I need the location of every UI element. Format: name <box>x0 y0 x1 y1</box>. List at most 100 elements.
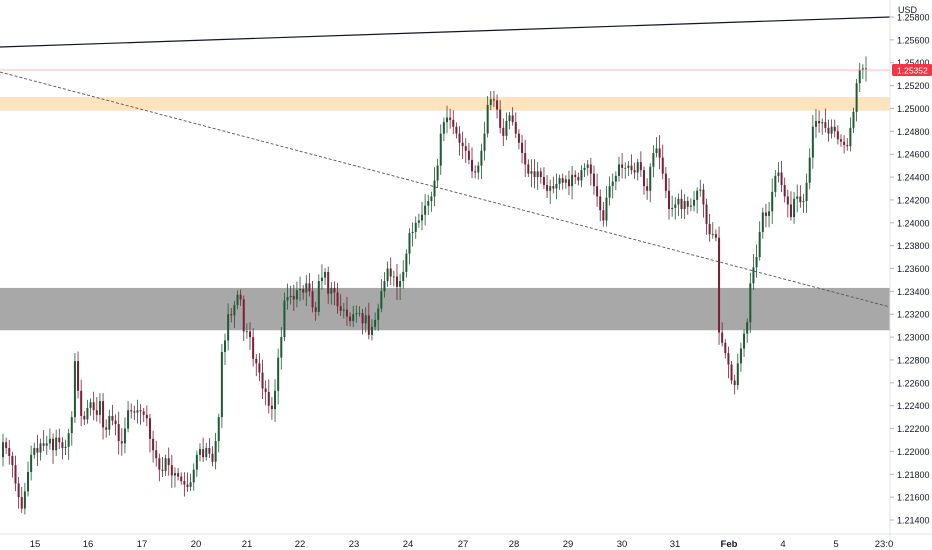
candle-body <box>377 308 380 320</box>
candle <box>320 264 323 290</box>
candle-body <box>242 299 245 332</box>
candle-body <box>821 122 824 124</box>
candle <box>420 201 423 231</box>
candle <box>155 440 158 467</box>
candle <box>505 112 508 141</box>
candle <box>664 167 667 199</box>
candle-body <box>483 133 486 151</box>
y-tick-label: 1.23400 <box>897 287 930 297</box>
candle-body <box>455 126 458 134</box>
y-tick-label: 1.22200 <box>897 424 930 434</box>
candle-body <box>852 111 855 128</box>
candle-body <box>574 174 577 178</box>
candle <box>270 397 273 420</box>
candle-body <box>799 196 802 203</box>
candle <box>249 322 252 350</box>
candle-body <box>386 268 389 282</box>
candle <box>133 405 136 421</box>
candle <box>455 122 458 139</box>
candle <box>564 175 567 189</box>
candle <box>61 437 64 460</box>
candle-body <box>433 180 436 197</box>
candle-body <box>736 363 739 386</box>
candle <box>302 285 305 300</box>
support-zone[interactable] <box>0 287 890 331</box>
candle-body <box>239 294 242 300</box>
candle <box>768 201 771 228</box>
candle <box>355 305 358 323</box>
candle-body <box>793 198 796 218</box>
candle <box>458 126 461 156</box>
candle-body <box>561 178 564 183</box>
candle-body <box>652 153 655 167</box>
candle-body <box>671 207 674 210</box>
candle-body <box>33 447 36 455</box>
candle <box>167 447 170 476</box>
candle-body <box>274 390 277 410</box>
candle-body <box>624 167 627 169</box>
candle <box>596 173 599 207</box>
candle-body <box>42 443 45 446</box>
candle-body <box>136 410 139 413</box>
candle <box>205 442 208 461</box>
candle-body <box>23 491 26 509</box>
candle-body <box>511 115 514 123</box>
candle-body <box>345 309 348 317</box>
candle <box>108 409 111 436</box>
candle-body <box>198 449 201 455</box>
candle-body <box>314 307 317 312</box>
candle <box>27 461 30 497</box>
y-tick-label: 1.22000 <box>897 447 930 457</box>
candle <box>30 445 33 481</box>
candle <box>380 279 383 313</box>
x-tick-label: 23:0 <box>875 539 894 550</box>
candle-body <box>849 127 852 147</box>
candle-body <box>233 305 236 316</box>
candle-body <box>220 351 223 418</box>
candle <box>646 178 649 200</box>
candle-body <box>430 196 433 202</box>
candle <box>258 353 261 382</box>
x-tick-label: Feb <box>721 539 738 550</box>
candle <box>496 94 499 119</box>
candle-body <box>589 164 592 174</box>
candle <box>533 159 536 189</box>
candle-body <box>142 411 145 415</box>
candle-body <box>299 289 302 291</box>
candle <box>833 119 836 138</box>
candle-body <box>280 337 283 358</box>
candle-body <box>333 287 336 293</box>
candle <box>442 117 445 142</box>
candle <box>227 303 230 351</box>
candle <box>439 124 442 175</box>
candle-body <box>492 99 495 101</box>
plot-background <box>0 0 890 534</box>
candle <box>599 189 602 222</box>
resistance-zone[interactable] <box>0 97 890 111</box>
candle-body <box>730 364 733 381</box>
candle <box>861 64 864 80</box>
descending-trendline[interactable] <box>0 71 891 308</box>
candle <box>142 407 145 422</box>
candle <box>48 428 51 450</box>
candle <box>549 179 552 204</box>
candle-body <box>796 196 799 199</box>
candle-body <box>264 388 267 392</box>
upper-trendline[interactable] <box>0 16 891 48</box>
candle <box>611 173 614 199</box>
candle-body <box>739 348 742 364</box>
candle-body <box>755 257 758 268</box>
candle-body <box>252 337 255 359</box>
candle-body <box>658 148 661 158</box>
candle-body <box>668 190 671 210</box>
candle-body <box>270 405 273 410</box>
x-tick-label: 21 <box>242 539 253 550</box>
candle <box>433 167 436 207</box>
y-tick-label: 1.22800 <box>897 355 930 365</box>
candle-body <box>686 201 689 207</box>
candle <box>208 438 211 459</box>
candle <box>567 170 570 196</box>
candle-body <box>286 297 289 301</box>
candle-body <box>814 121 817 127</box>
